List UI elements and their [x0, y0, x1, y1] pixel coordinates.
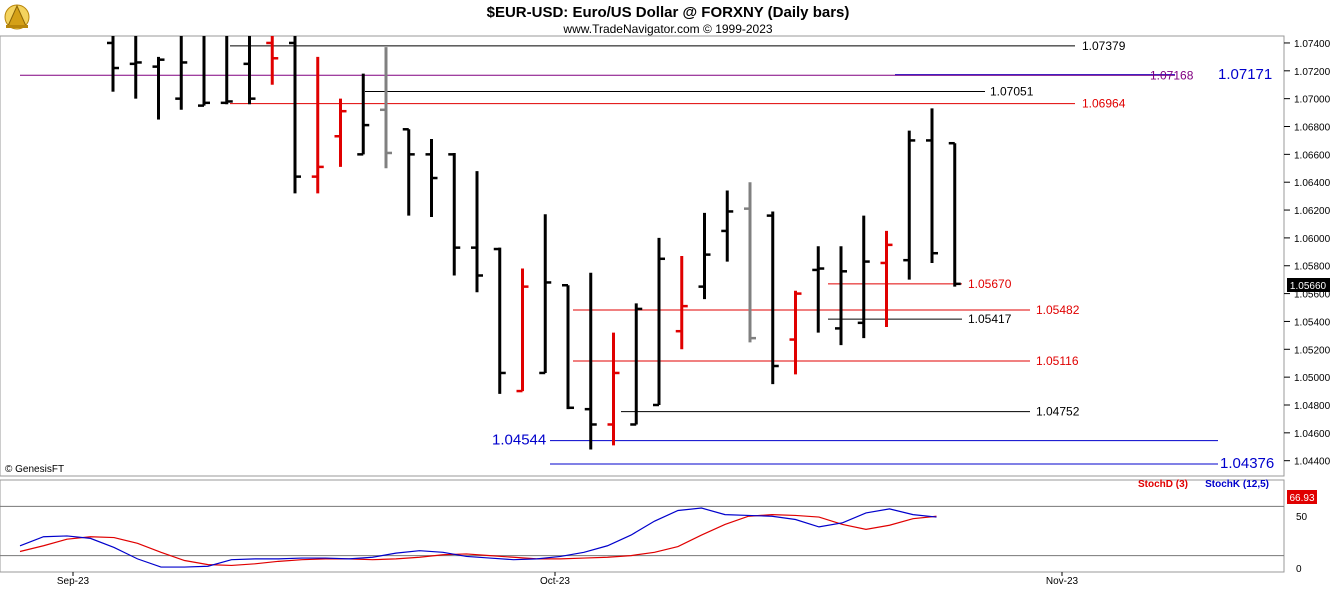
last-price-value: 1.05660 — [1290, 281, 1327, 292]
stoch-last-badge — [1287, 490, 1317, 504]
chart-subtitle: www.TradeNavigator.com © 1999-2023 — [562, 22, 772, 36]
ohlc-bar — [812, 246, 825, 333]
level-label: 1.04376 — [1220, 455, 1274, 472]
price-panel — [0, 35, 1285, 477]
price-tick-label: 1.07200 — [1294, 67, 1331, 78]
level-label: 1.06964 — [1082, 97, 1126, 111]
price-tick-label: 1.06400 — [1294, 178, 1331, 189]
price-tick-label: 1.05400 — [1294, 317, 1331, 328]
ohlc-bar — [789, 290, 802, 375]
ohlc-bar — [380, 47, 392, 169]
ohlc-bar — [857, 215, 870, 339]
legend-stochk: StochK (12,5) — [1205, 479, 1269, 490]
last-price-badge — [1287, 278, 1330, 292]
price-tick-label: 1.06800 — [1294, 123, 1331, 134]
ohlc-bar — [334, 98, 347, 167]
ohlc-bar — [630, 303, 643, 426]
ohlc-bar — [402, 128, 415, 216]
price-tick-label: 1.06600 — [1294, 150, 1331, 161]
legend-stochd: StochD (3) — [1138, 479, 1188, 490]
ohlc-bar — [220, 36, 233, 105]
level-label: 1.05116 — [1036, 354, 1079, 368]
price-tick-label: 1.04600 — [1294, 429, 1331, 440]
ohlc-bar — [516, 268, 529, 393]
ohlc-bar — [903, 130, 916, 280]
date-tick-label: Nov-23 — [1046, 576, 1079, 587]
level-label: 1.07171 — [1218, 66, 1272, 83]
ohlc-bar — [471, 171, 483, 293]
level-label: 1.07051 — [990, 85, 1034, 99]
level-label: 1.04544 — [492, 432, 546, 449]
stoch-last-value: 66.93 — [1289, 493, 1314, 504]
ohlc-bar — [675, 256, 688, 350]
level-label: 1.04752 — [1036, 405, 1080, 419]
level-label: 1.07168 — [1150, 68, 1194, 82]
logo — [4, 4, 30, 30]
level-label: 1.05417 — [968, 312, 1012, 326]
ohlc-bar — [357, 73, 370, 156]
ohlc-bar — [880, 230, 893, 328]
ohlc-bar — [289, 36, 301, 194]
ohlc-bar — [152, 56, 165, 120]
stochk-line — [19, 507, 937, 568]
ohlc-bar — [243, 36, 256, 105]
price-tick-label: 1.06000 — [1294, 234, 1331, 245]
date-tick-label: Oct-23 — [540, 576, 570, 587]
price-axis: 1.07400 1.07200 1.07000 1.06800 1.06600 1.064… — [1284, 39, 1331, 468]
ohlc-bar — [926, 108, 938, 263]
price-bars — [107, 36, 961, 450]
ohlc-bar — [539, 214, 552, 375]
price-tick-label: 1.07000 — [1294, 95, 1331, 106]
stoch-tick-50: 50 — [1296, 512, 1308, 523]
ohlc-bar — [653, 237, 665, 407]
trade-navigator-logo-icon — [4, 4, 30, 30]
ohlc-bar — [311, 56, 324, 194]
chart-title: $EUR-USD: Euro/US Dollar @ FORXNY (Daily… — [487, 4, 850, 21]
ohlc-bar — [175, 36, 188, 110]
ohlc-bar — [448, 152, 461, 276]
copyright-label: © GenesisFT — [5, 464, 64, 475]
price-tick-label: 1.05800 — [1294, 262, 1331, 273]
level-label: 1.05670 — [968, 277, 1012, 291]
ohlc-bar — [198, 36, 210, 107]
date-tick-label: Sep-23 — [57, 576, 90, 587]
price-tick-label: 1.07400 — [1294, 39, 1331, 50]
ohlc-bar — [948, 141, 961, 287]
ohlc-bar — [562, 283, 574, 410]
ohlc-bar — [766, 211, 779, 385]
ohlc-bar — [129, 36, 142, 99]
ohlc-bar — [721, 190, 734, 262]
price-tick-label: 1.05600 — [1294, 290, 1331, 301]
level-label: 1.07379 — [1082, 39, 1126, 53]
price-tick-label: 1.05200 — [1294, 345, 1331, 356]
date-axis: Sep-23 Oct-23 Nov-23 — [57, 572, 1079, 587]
price-tick-label: 1.05000 — [1294, 373, 1331, 384]
ohlc-bar — [493, 247, 506, 394]
ohlc-bar — [266, 36, 279, 85]
ohlc-bar — [425, 139, 438, 218]
ohlc-bar — [584, 272, 597, 450]
ohlc-bar — [107, 36, 119, 92]
stoch-panel — [0, 479, 1285, 573]
ohlc-bar — [607, 332, 620, 446]
price-tick-label: 1.04400 — [1294, 457, 1331, 468]
ohlc-bar — [698, 212, 711, 300]
price-tick-label: 1.06200 — [1294, 206, 1331, 217]
stoch-tick-0: 0 — [1296, 564, 1302, 575]
stochastic-lines — [0, 505, 1284, 568]
level-lines: 1.07379 1.07171 1.07168 1.07051 1.06964 1.056… — [20, 39, 1274, 472]
ohlc-bar — [744, 182, 756, 343]
stochd-line — [19, 513, 937, 567]
level-label: 1.05482 — [1036, 303, 1080, 317]
ohlc-bar — [835, 246, 847, 346]
price-tick-label: 1.04800 — [1294, 401, 1331, 412]
